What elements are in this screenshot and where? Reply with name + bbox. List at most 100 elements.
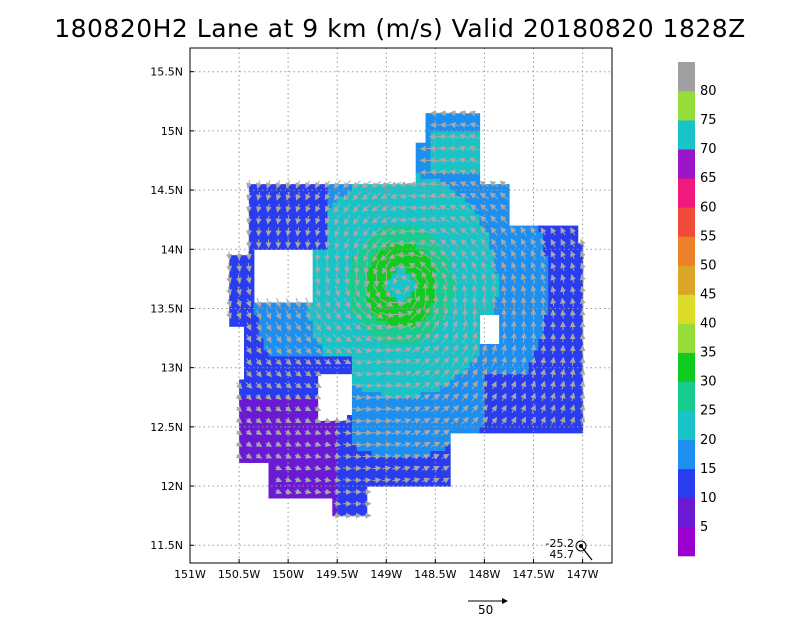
- field-cell: [572, 314, 579, 321]
- field-cell: [562, 355, 569, 363]
- field-cell: [337, 231, 343, 239]
- field-cell: [356, 391, 363, 398]
- field-cell: [258, 438, 265, 446]
- field-cell: [440, 403, 446, 410]
- field-cell: [464, 195, 471, 203]
- field-cell: [445, 201, 451, 209]
- field-cell: [253, 409, 260, 416]
- field-cell: [445, 219, 451, 227]
- field-cell: [454, 338, 461, 345]
- field-cell: [484, 213, 490, 221]
- wind-vector: [580, 262, 586, 271]
- field-cell: [351, 415, 358, 422]
- field-cell: [356, 231, 363, 239]
- field-cell: [469, 409, 476, 416]
- field-cell: [533, 272, 539, 280]
- wind-vector: [284, 370, 292, 377]
- field-cell: [317, 255, 324, 262]
- field-cell: [327, 190, 333, 197]
- field-cell: [513, 349, 520, 357]
- field-cell: [464, 302, 471, 310]
- field-cell: [381, 420, 387, 428]
- field-cell: [533, 231, 539, 239]
- field-cell: [435, 474, 441, 481]
- field-cell: [381, 474, 387, 481]
- wind-vector: [342, 488, 352, 495]
- wind-vector: [550, 285, 557, 295]
- field-cell: [420, 438, 427, 446]
- field-cell: [420, 450, 427, 458]
- field-cell: [293, 326, 299, 333]
- field-cell: [425, 397, 432, 404]
- field-cell: [513, 385, 520, 392]
- field-cell: [307, 213, 314, 221]
- wind-vector: [324, 239, 331, 249]
- field-cell: [396, 255, 402, 262]
- field-cell: [415, 409, 422, 416]
- field-cell: [288, 432, 294, 440]
- field-cell: [317, 432, 324, 440]
- wind-vector: [419, 204, 431, 211]
- wind-vector: [343, 441, 352, 448]
- field-cell: [420, 255, 427, 262]
- field-cell: [479, 243, 486, 250]
- field-cell: [268, 213, 275, 221]
- field-cell: [381, 326, 387, 333]
- wind-vector: [305, 215, 311, 225]
- field-cell: [445, 444, 451, 452]
- field-cell: [469, 302, 476, 310]
- wind-vector: [451, 393, 460, 401]
- field-cell: [450, 207, 456, 215]
- field-cell: [396, 338, 402, 345]
- wind-vector: [314, 261, 321, 274]
- field-cell: [307, 432, 314, 440]
- field-cell: [469, 349, 476, 357]
- field-cell: [548, 231, 554, 239]
- field-cell: [445, 148, 451, 156]
- field-cell: [337, 272, 343, 280]
- field-cell: [425, 166, 432, 173]
- field-cell: [454, 278, 461, 286]
- field-cell: [297, 225, 304, 233]
- field-cell: [337, 468, 343, 475]
- field-cell: [445, 172, 451, 179]
- wind-vector: [540, 368, 546, 378]
- field-cell: [351, 261, 358, 268]
- field-cell: [558, 385, 564, 392]
- field-cell: [351, 397, 358, 404]
- field-cell: [499, 290, 505, 298]
- wind-vector: [245, 322, 252, 331]
- field-cell: [376, 361, 382, 369]
- field-cell: [513, 373, 520, 381]
- field-cell: [518, 361, 525, 369]
- field-cell: [445, 420, 451, 428]
- wind-vector: [500, 368, 507, 378]
- wind-vector: [471, 296, 478, 308]
- wind-vector: [442, 307, 449, 321]
- field-cell: [366, 338, 373, 345]
- field-cell: [376, 190, 382, 197]
- field-cell: [361, 332, 368, 339]
- field-cell: [499, 195, 505, 203]
- wind-vector: [549, 368, 556, 378]
- field-cell: [484, 207, 490, 215]
- wind-vector: [530, 226, 537, 236]
- field-cell: [484, 219, 490, 227]
- field-cell: [371, 284, 378, 292]
- field-cell: [248, 290, 255, 298]
- field-cell: [484, 373, 490, 381]
- wind-vector: [314, 285, 321, 297]
- field-cell: [361, 491, 368, 499]
- field-cell: [351, 486, 358, 493]
- field-cell: [504, 326, 510, 333]
- field-cell: [263, 302, 270, 310]
- field-cell: [562, 249, 569, 256]
- wind-vector: [362, 215, 371, 225]
- field-cell: [317, 296, 324, 304]
- wind-vector: [371, 215, 382, 224]
- wind-vector: [285, 297, 291, 308]
- field-cell: [386, 284, 392, 292]
- field-cell: [420, 302, 427, 310]
- field-cell: [513, 296, 520, 304]
- wind-vector: [295, 192, 302, 201]
